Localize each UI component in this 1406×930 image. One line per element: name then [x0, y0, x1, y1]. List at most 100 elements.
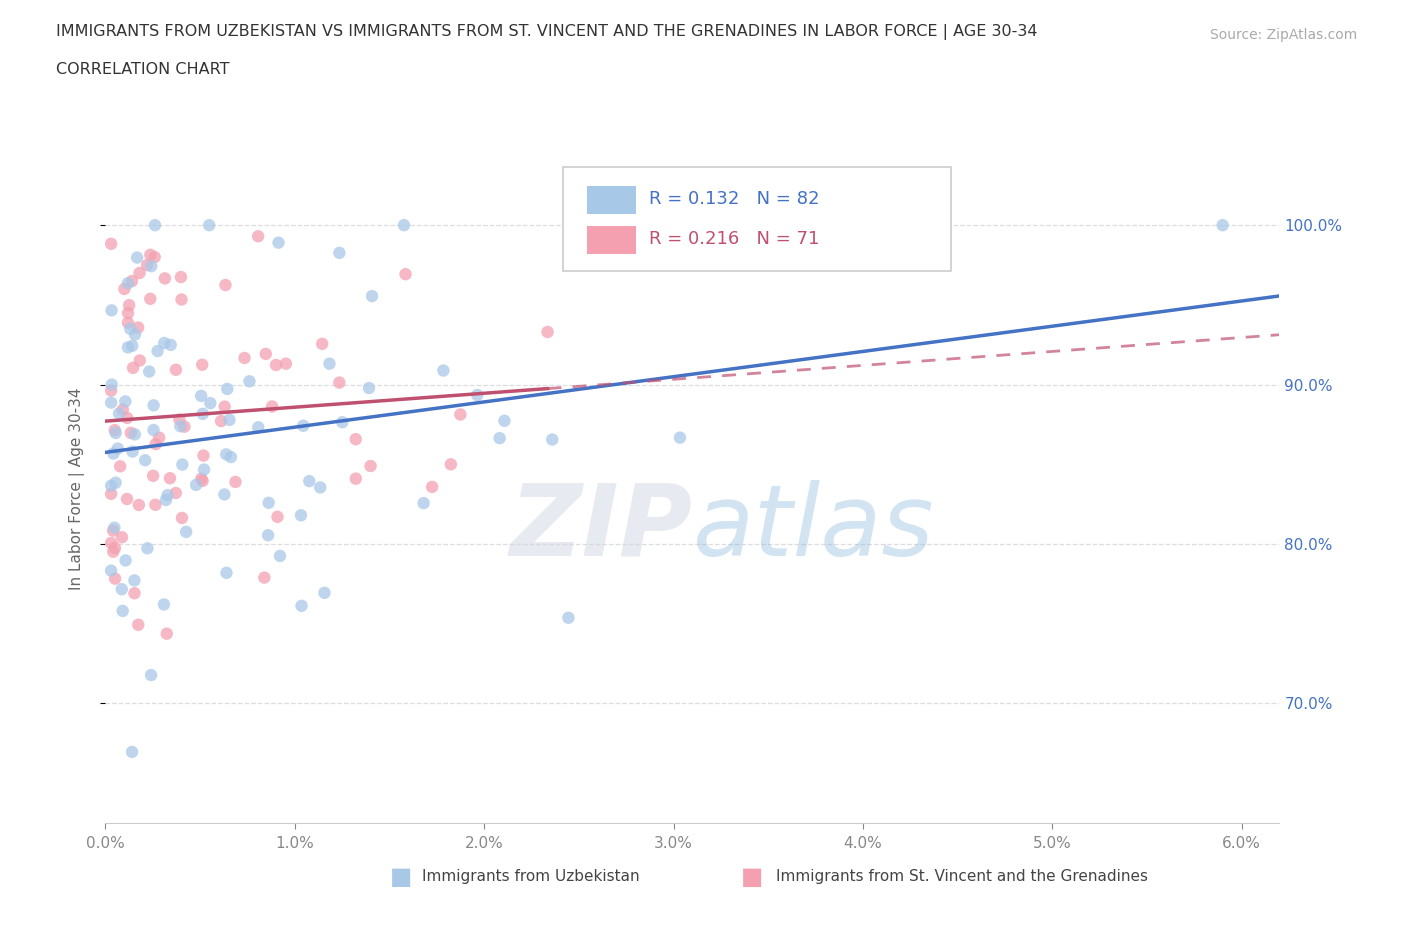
- Point: [165, 485, 187, 500]
- Point: [190, 389, 212, 404]
- Point: [128, 266, 150, 281]
- Point: [120, 425, 142, 440]
- Point: [215, 565, 238, 580]
- Point: [292, 418, 315, 433]
- Point: [412, 496, 434, 511]
- Point: [128, 498, 150, 512]
- Point: [465, 388, 488, 403]
- Point: [191, 473, 214, 488]
- Point: [290, 598, 312, 613]
- Point: [218, 412, 240, 427]
- Text: ■: ■: [389, 865, 412, 889]
- Point: [127, 320, 149, 335]
- Point: [100, 383, 122, 398]
- Text: ■: ■: [741, 865, 763, 889]
- Point: [488, 431, 510, 445]
- Point: [169, 418, 191, 433]
- Point: [298, 473, 321, 488]
- Point: [103, 446, 125, 461]
- Point: [328, 375, 350, 390]
- Point: [200, 396, 222, 411]
- Point: [143, 249, 166, 264]
- Point: [108, 406, 131, 421]
- Point: [153, 271, 176, 286]
- Point: [361, 288, 384, 303]
- Point: [247, 419, 270, 434]
- Point: [107, 441, 129, 456]
- Point: [238, 374, 260, 389]
- Point: [104, 426, 127, 441]
- Point: [139, 291, 162, 306]
- Point: [170, 292, 193, 307]
- Point: [139, 668, 162, 683]
- Point: [124, 427, 146, 442]
- Point: [156, 487, 179, 502]
- Point: [190, 472, 212, 486]
- Point: [117, 315, 139, 330]
- Point: [193, 462, 215, 477]
- Point: [330, 415, 353, 430]
- Point: [309, 480, 332, 495]
- Point: [440, 457, 463, 472]
- Point: [344, 432, 367, 446]
- Point: [142, 469, 165, 484]
- Point: [219, 449, 242, 464]
- Point: [121, 273, 143, 288]
- Point: [169, 412, 191, 427]
- Point: [141, 259, 163, 273]
- Point: [111, 582, 134, 597]
- Point: [253, 570, 276, 585]
- Point: [357, 380, 380, 395]
- Point: [145, 437, 167, 452]
- Point: [104, 475, 127, 490]
- Point: [266, 510, 288, 525]
- Point: [172, 458, 194, 472]
- Point: [153, 597, 176, 612]
- Point: [318, 356, 340, 371]
- Point: [142, 398, 165, 413]
- Point: [173, 419, 195, 434]
- Point: [136, 541, 159, 556]
- Point: [344, 472, 367, 486]
- Point: [267, 235, 290, 250]
- Point: [156, 626, 179, 641]
- Point: [159, 338, 181, 352]
- Y-axis label: In Labor Force | Age 30-34: In Labor Force | Age 30-34: [69, 387, 84, 590]
- Point: [112, 282, 135, 297]
- Point: [257, 528, 280, 543]
- Text: CORRELATION CHART: CORRELATION CHART: [56, 62, 229, 77]
- Point: [100, 303, 122, 318]
- Point: [127, 250, 149, 265]
- Point: [209, 414, 232, 429]
- Point: [115, 492, 138, 507]
- Point: [104, 571, 127, 586]
- Point: [100, 486, 122, 501]
- Point: [669, 431, 692, 445]
- Point: [184, 477, 207, 492]
- Point: [148, 431, 170, 445]
- Point: [120, 321, 142, 336]
- Point: [264, 357, 287, 372]
- Point: [128, 353, 150, 368]
- Point: [193, 448, 215, 463]
- Point: [100, 236, 122, 251]
- Point: [142, 422, 165, 437]
- Point: [233, 351, 256, 365]
- Bar: [586, 226, 636, 254]
- Point: [224, 474, 246, 489]
- Point: [198, 218, 221, 232]
- Point: [392, 218, 415, 232]
- Point: [494, 413, 516, 428]
- Point: [111, 604, 134, 618]
- Point: [121, 745, 143, 760]
- Point: [311, 337, 333, 352]
- Point: [191, 357, 214, 372]
- Point: [191, 406, 214, 421]
- Point: [100, 536, 122, 551]
- Point: [541, 432, 564, 447]
- Point: [290, 508, 312, 523]
- Point: [155, 493, 177, 508]
- Point: [134, 453, 156, 468]
- Point: [145, 498, 167, 512]
- Text: Source: ZipAtlas.com: Source: ZipAtlas.com: [1209, 28, 1357, 42]
